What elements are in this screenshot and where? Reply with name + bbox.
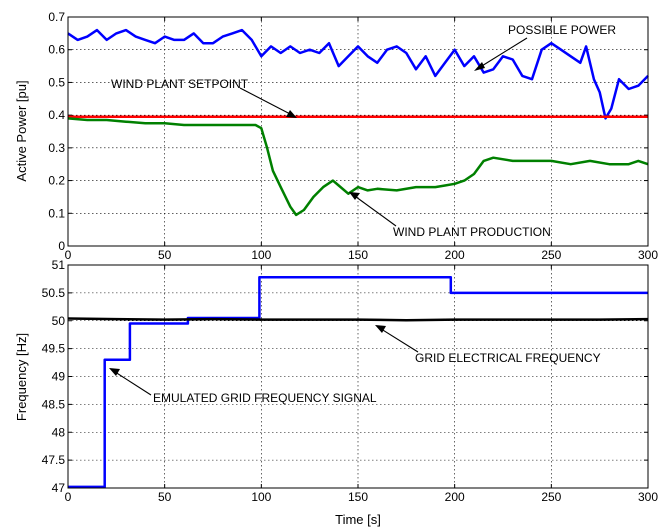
frequency-panel: 0 50 100 150 200 250 300 47 47.5 48 48.5 49 49.5 50 50… <box>14 258 658 527</box>
active-power-x-tick-label: 150 <box>348 248 368 262</box>
possible-power-line <box>67 28 649 120</box>
frequency-y-tick-label: 50 <box>52 314 66 328</box>
possible-power-arrowhead <box>474 62 485 71</box>
active-power-y-tick-label: 0.7 <box>48 10 65 24</box>
frequency-y-tick-label: 48 <box>52 425 66 439</box>
active-power-y-label: Active Power [pu] <box>14 80 29 181</box>
frequency-series <box>67 276 649 489</box>
frequency-ticks: 0 50 100 150 200 250 300 47 47.5 48 48.5 49 49.5 50 50… <box>42 258 659 504</box>
active-power-x-tick-label: 100 <box>251 248 271 262</box>
active-power-panel: 0 50 100 150 200 250 300 0 0.1 0.2 0.3 0.4 0.5 0.6 0.7… <box>14 10 658 262</box>
active-power-x-tick-label: 250 <box>541 248 561 262</box>
active-power-x-tick-label: 200 <box>445 248 465 262</box>
active-power-series <box>67 28 649 217</box>
frequency-plot-frame <box>67 264 649 489</box>
frequency-y-label: Frequency [Hz] <box>14 333 29 421</box>
active-power-x-tick-label: 0 <box>65 248 72 262</box>
wind-plant-production-arrowhead <box>349 192 360 200</box>
active-power-y-tick-label: 0 <box>58 239 65 253</box>
frequency-y-tick-label: 51 <box>52 258 66 272</box>
emulated-grid-frequency-signal-line <box>68 276 648 489</box>
grid-electrical-frequency-arrow <box>377 326 419 353</box>
frequency-x-tick-label: 200 <box>445 490 465 504</box>
frequency-y-tick-label: 49 <box>52 370 66 384</box>
active-power-grid <box>68 17 648 246</box>
frequency-y-tick-label: 48.5 <box>42 397 66 411</box>
active-power-y-tick-label: 0.4 <box>48 108 65 122</box>
active-power-plot-frame <box>67 16 649 247</box>
frequency-y-tick-label: 49.5 <box>42 342 66 356</box>
frequency-x-tick-label: 100 <box>251 490 271 504</box>
active-power-ticks: 0 50 100 150 200 250 300 0 0.1 0.2 0.3 0.4 0.5 0.6 0.7 <box>48 10 658 262</box>
active-power-y-tick-label: 0.5 <box>48 75 65 89</box>
emulated-grid-frequency-arrow <box>111 369 152 396</box>
active-power-y-tick-label: 0.6 <box>48 43 65 57</box>
frequency-x-tick-label: 0 <box>65 490 72 504</box>
possible-power-annotation: POSSIBLE POWER <box>508 23 616 37</box>
wind-plant-production-arrow <box>351 193 397 227</box>
wind-plant-setpoint-arrow <box>239 87 295 117</box>
active-power-x-tick-label: 300 <box>638 248 658 262</box>
active-power-y-tick-label: 0.3 <box>48 141 65 155</box>
possible-power-arrow <box>476 37 528 70</box>
wind-plant-production-annotation: WIND PLANT PRODUCTION <box>393 225 551 239</box>
emulated-grid-frequency-arrowhead <box>109 368 120 376</box>
frequency-x-tick-label: 300 <box>638 490 658 504</box>
frequency-y-tick-label: 50.5 <box>42 286 66 300</box>
frequency-x-tick-label: 50 <box>158 490 172 504</box>
frequency-grid <box>68 265 648 488</box>
grid-electrical-frequency-arrowhead <box>375 325 386 333</box>
frequency-x-tick-label: 150 <box>348 490 368 504</box>
grid-electrical-frequency-annotation: GRID ELECTRICAL FREQUENCY <box>415 351 601 365</box>
time-x-label: Time [s] <box>335 512 381 527</box>
frequency-y-tick-label: 47 <box>52 481 66 495</box>
active-power-x-tick-label: 50 <box>158 248 172 262</box>
emulated-grid-frequency-annotation: EMULATED GRID FREQUENCY SIGNAL <box>153 391 377 405</box>
wind-plant-setpoint-annotation: WIND PLANT SETPOINT <box>111 77 249 91</box>
active-power-y-tick-label: 0.2 <box>48 174 65 188</box>
wind-plant-setpoint-arrowhead <box>286 110 297 118</box>
frequency-x-tick-label: 250 <box>541 490 561 504</box>
wind-plant-production-line <box>67 117 649 217</box>
active-power-y-tick-label: 0.1 <box>48 206 65 220</box>
grid-electrical-frequency-line <box>67 317 649 322</box>
frequency-y-tick-label: 47.5 <box>42 453 66 467</box>
